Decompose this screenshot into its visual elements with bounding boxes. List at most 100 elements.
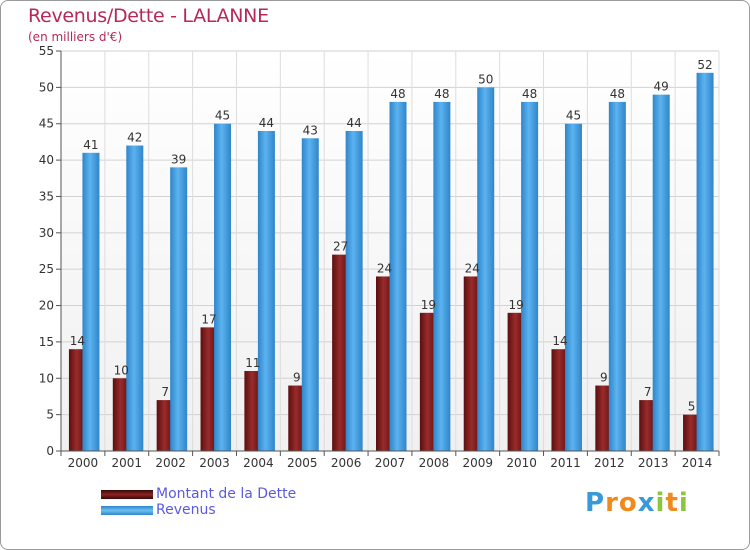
data-label-debt-2010: 19 [508, 298, 523, 312]
bar-revenue-2011 [564, 123, 582, 452]
chart-subtitle: (en milliers d'€) [28, 30, 123, 44]
bar-revenue-2009 [477, 87, 495, 451]
legend-swatch-debt [101, 490, 153, 499]
y-tick-label: 10 [39, 371, 54, 385]
bar-revenue-2010 [521, 101, 539, 451]
data-label-revenue-2003: 45 [215, 109, 230, 123]
data-label-debt-2002: 7 [161, 385, 169, 399]
x-tick-label-2010: 2010 [506, 456, 537, 470]
bar-debt-2013 [639, 400, 657, 451]
data-label-debt-2011: 14 [552, 334, 567, 348]
x-tick-label-2006: 2006 [331, 456, 362, 470]
data-label-debt-2005: 9 [293, 371, 301, 385]
logo-letter: x [637, 488, 656, 518]
x-tick-label-2014: 2014 [682, 456, 713, 470]
bar-revenue-2005 [301, 138, 319, 452]
y-tick-label: 50 [39, 80, 54, 94]
bar-debt-2014 [683, 414, 701, 451]
bar-debt-2003 [200, 327, 218, 451]
y-tick-label: 45 [39, 117, 54, 131]
data-label-debt-2003: 17 [201, 312, 216, 326]
bar-debt-2005 [288, 385, 306, 451]
bar-revenue-2008 [433, 101, 451, 451]
data-label-debt-2008: 19 [421, 298, 436, 312]
x-tick-label-2012: 2012 [594, 456, 625, 470]
data-label-revenue-2010: 48 [522, 87, 537, 101]
bar-revenue-2007 [389, 101, 407, 451]
y-tick-label: 5 [46, 408, 54, 422]
legend-label-revenue: Revenus [156, 502, 216, 518]
bar-revenue-2006 [345, 131, 363, 451]
data-label-revenue-2001: 42 [127, 131, 142, 145]
bar-debt-2012 [595, 385, 613, 451]
x-tick-label-2007: 2007 [375, 456, 406, 470]
y-tick-label: 40 [39, 153, 54, 167]
logo-letter: t [665, 488, 679, 518]
bar-debt-2002 [156, 400, 174, 451]
x-tick-label-2005: 2005 [287, 456, 318, 470]
bar-debt-2009 [463, 276, 481, 451]
data-label-revenue-2002: 39 [171, 152, 186, 166]
bar-revenue-2003 [214, 123, 232, 452]
logo-letter: i [655, 488, 666, 518]
data-label-debt-2009: 24 [465, 261, 480, 275]
data-label-debt-2014: 5 [688, 400, 696, 414]
logo-letter: r [605, 488, 619, 518]
data-label-debt-2000: 14 [70, 334, 85, 348]
bar-revenue-2012 [608, 101, 626, 451]
y-tick-label: 0 [46, 444, 54, 458]
data-label-revenue-2004: 44 [259, 116, 274, 130]
legend-swatch-revenue [101, 506, 153, 515]
data-label-revenue-2009: 50 [478, 72, 493, 86]
bar-debt-2007 [376, 276, 393, 451]
bar-revenue-2002 [170, 167, 188, 451]
logo-letter: P [585, 488, 606, 518]
y-tick-label: 25 [39, 262, 54, 276]
bar-debt-2004 [244, 371, 262, 451]
bar-debt-2010 [507, 312, 525, 451]
data-label-debt-2007: 24 [377, 261, 392, 275]
bar-revenue-2014 [696, 72, 714, 452]
data-label-debt-2012: 9 [600, 371, 608, 385]
logo-letter: o [618, 488, 638, 518]
x-tick-label-2008: 2008 [419, 456, 450, 470]
legend-label-debt: Montant de la Dette [156, 486, 297, 502]
x-tick-label-2001: 2001 [112, 456, 143, 470]
data-label-revenue-2000: 41 [83, 138, 98, 152]
x-tick-label-2011: 2011 [550, 456, 581, 470]
y-tick-label: 30 [39, 226, 54, 240]
x-tick-label-2003: 2003 [199, 456, 230, 470]
y-tick-label: 55 [39, 44, 54, 58]
x-tick-label-2013: 2013 [638, 456, 669, 470]
x-tick-label-2000: 2000 [68, 456, 99, 470]
data-label-revenue-2006: 44 [346, 116, 361, 130]
data-label-debt-2013: 7 [644, 385, 652, 399]
bar-debt-2000 [68, 349, 86, 451]
bar-debt-2011 [551, 349, 569, 451]
bar-debt-2008 [419, 312, 437, 451]
bar-revenue-2000 [82, 152, 100, 451]
data-label-revenue-2011: 45 [566, 109, 581, 123]
data-label-revenue-2012: 48 [610, 87, 625, 101]
bar-debt-2006 [332, 254, 350, 451]
bar-revenue-2004 [257, 131, 275, 451]
y-tick-label: 35 [39, 189, 54, 203]
x-tick-label-2004: 2004 [243, 456, 274, 470]
data-label-debt-2006: 27 [333, 240, 348, 254]
data-label-revenue-2007: 48 [390, 87, 405, 101]
bar-revenue-2013 [652, 94, 670, 452]
y-tick-label: 20 [39, 299, 54, 313]
x-tick-label-2002: 2002 [155, 456, 186, 470]
data-label-revenue-2005: 43 [303, 123, 318, 137]
y-tick-label: 15 [39, 335, 54, 349]
logo-letter: i [678, 488, 689, 518]
bar-debt-2001 [112, 378, 130, 451]
data-label-debt-2001: 10 [114, 363, 129, 377]
proxiti-logo: Proxiti [585, 488, 689, 518]
chart-title: Revenus/Dette - LALANNE [28, 5, 269, 27]
x-tick-label-2009: 2009 [462, 456, 493, 470]
data-label-debt-2004: 11 [245, 356, 260, 370]
data-label-revenue-2013: 49 [654, 80, 669, 94]
